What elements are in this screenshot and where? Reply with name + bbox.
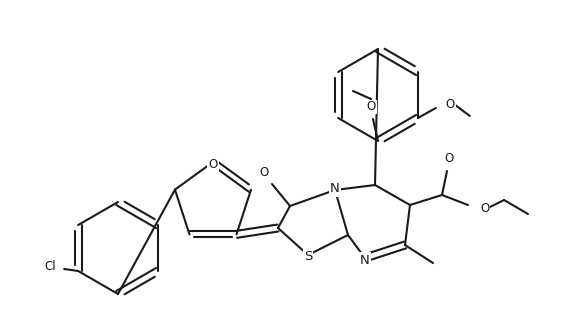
Text: O: O — [260, 166, 269, 179]
Text: O: O — [445, 153, 454, 166]
Text: N: N — [330, 183, 340, 196]
Text: O: O — [366, 100, 375, 113]
Text: Cl: Cl — [44, 260, 56, 274]
Text: N: N — [360, 254, 370, 266]
Text: O: O — [480, 201, 490, 215]
Text: S: S — [304, 250, 312, 263]
Text: O: O — [446, 97, 455, 111]
Text: O: O — [209, 158, 217, 171]
